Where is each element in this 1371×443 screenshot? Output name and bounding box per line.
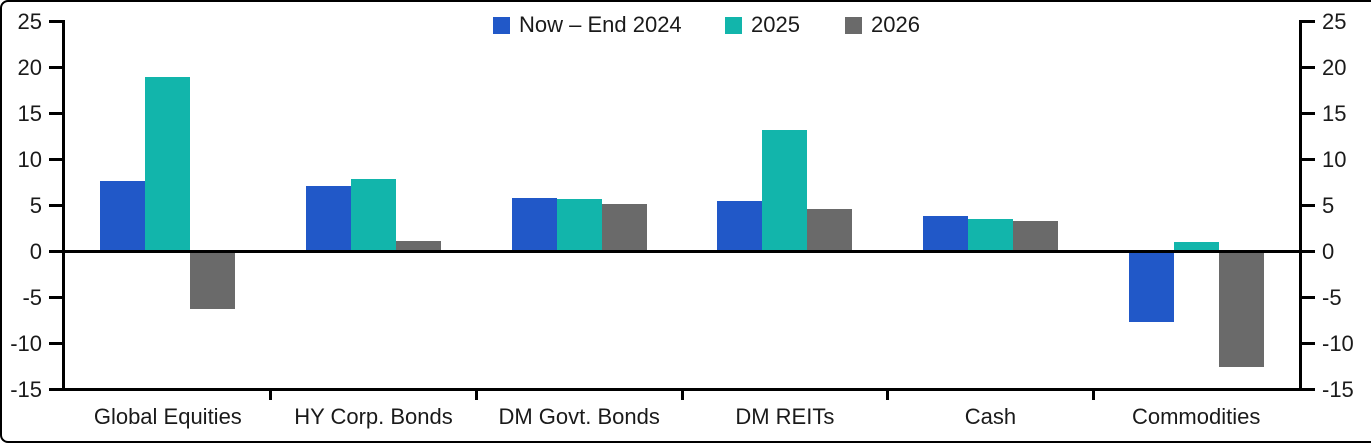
y-tick-label-left: -15 [10,377,42,402]
legend-label: 2025 [751,12,800,37]
y-tick-right [1302,295,1315,299]
y-tick-label-left: 5 [29,193,42,218]
y-tick-right [1302,19,1315,23]
y-tick-label-left: 15 [17,101,42,126]
y-tick-label-right: -10 [1322,331,1354,356]
y-axis-left [62,20,65,391]
bar-2026-3 [807,208,853,251]
category-label: HY Corp. Bonds [294,404,453,429]
y-tick-label-left: -5 [22,285,42,310]
y-axis-right [1299,20,1302,391]
y-tick-label-left: 25 [17,9,42,34]
legend-item-2026: 2026 [845,13,920,37]
y-tick-label-left: 0 [29,239,42,264]
bar-now-end-2024-3 [717,201,763,251]
y-tick-right [1302,65,1315,69]
bar-now-end-2024-0 [100,181,146,251]
category-label: Global Equities [93,404,242,429]
legend-swatch-icon [493,16,510,34]
y-tick-label-right: 0 [1322,239,1335,264]
y-tick-left [49,203,62,207]
y-tick-left [49,65,62,69]
y-tick-left [49,19,62,23]
y-tick-label-right: 25 [1322,9,1347,34]
x-boundary-tick [269,390,273,400]
y-tick-right [1302,157,1315,161]
bar-2026-5 [1218,251,1264,367]
y-tick-label-right: -15 [1322,377,1354,402]
y-tick-label-right: 10 [1322,147,1347,172]
bar-now-end-2024-2 [511,197,557,251]
x-boundary-tick [886,390,890,400]
bar-now-end-2024-4 [923,216,968,251]
bar-2025-4 [968,218,1013,251]
bar-2025-1 [351,179,396,251]
bar-2025-2 [556,199,602,251]
x-boundary-tick [474,390,478,400]
y-tick-label-left: 20 [17,55,42,80]
y-tick-left [49,295,62,299]
category-label: DM REITs [735,404,835,429]
category-label: Commodities [1131,404,1261,429]
bar-2025-5 [1173,241,1219,251]
legend-item-2025: 2025 [725,13,800,37]
y-tick-label-left: -10 [10,331,42,356]
bar-2026-0 [190,251,236,309]
category-label: DM Govt. Bonds [498,404,660,429]
legend-swatch-icon [725,16,742,34]
x-axis [62,387,1302,391]
legend-swatch-icon [845,16,862,34]
y-tick-label-right: 5 [1322,193,1335,218]
y-tick-label-right: -5 [1322,285,1342,310]
legend-item-now-end-2024: Now – End 2024 [493,13,682,37]
y-tick-right [1302,111,1315,115]
bar-2026-1 [396,240,441,251]
y-tick-left [49,157,62,161]
y-tick-right [1302,387,1315,391]
bar-2025-3 [762,129,808,251]
y-tick-label-right: 20 [1322,55,1347,80]
bar-2026-4 [1013,220,1058,251]
legend-label: Now – End 2024 [519,12,682,37]
bar-2026-2 [601,204,647,251]
bar-2025-0 [145,77,191,251]
y-tick-right [1302,203,1315,207]
bar-now-end-2024-5 [1128,251,1174,322]
x-boundary-tick [680,390,684,400]
zero-line [62,249,1302,253]
y-tick-left [49,341,62,345]
bar-now-end-2024-1 [306,185,351,251]
y-tick-right [1302,341,1315,345]
legend-label: 2026 [871,12,920,37]
category-label: Cash [964,404,1017,429]
y-tick-label-left: 10 [17,147,42,172]
x-boundary-tick [1091,390,1095,400]
y-tick-left [49,249,62,253]
y-tick-right [1302,249,1315,253]
y-tick-left [49,111,62,115]
y-tick-left [49,387,62,391]
y-tick-label-right: 15 [1322,101,1347,126]
